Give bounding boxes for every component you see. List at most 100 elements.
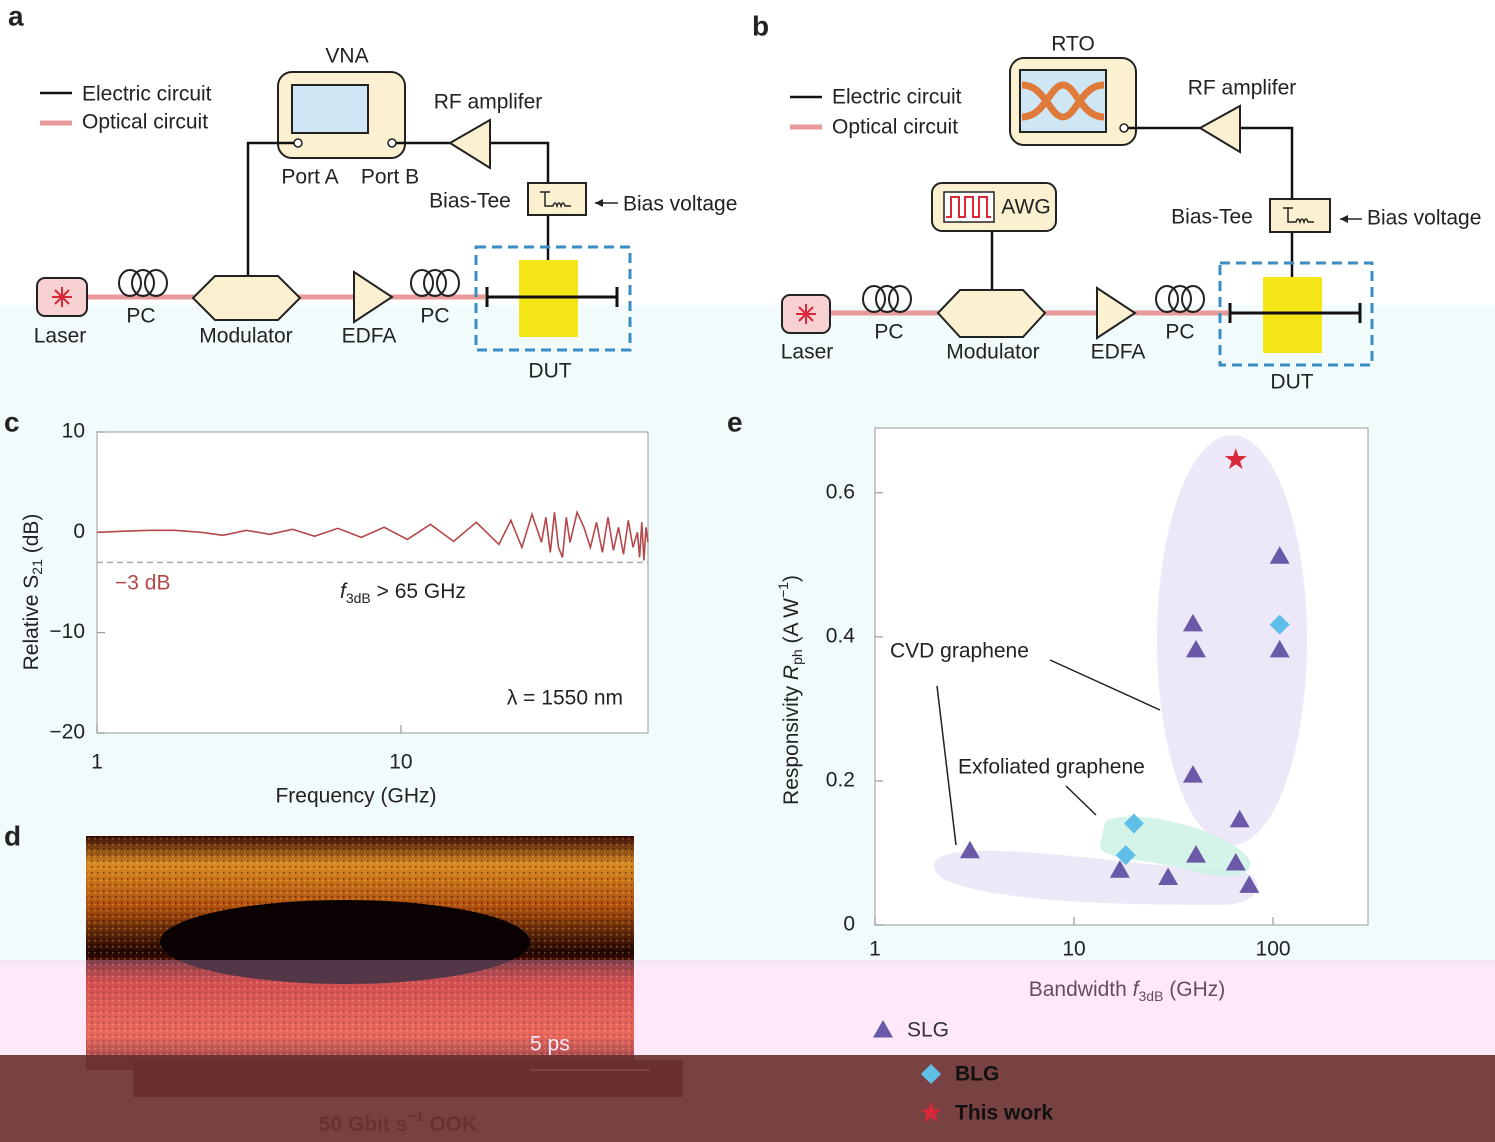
marker	[1225, 853, 1246, 871]
x-axis-label: Frequency (GHz)	[275, 785, 436, 808]
label: RTO	[1051, 33, 1095, 56]
plot-area	[96, 431, 649, 734]
caption-part: OOK	[424, 1113, 478, 1136]
reference-label: −3 dB	[115, 572, 170, 595]
panel-label: c	[4, 406, 20, 437]
marker	[1115, 845, 1136, 866]
marker	[1269, 639, 1290, 658]
marker	[1269, 546, 1290, 564]
annotation: f3dB > 65 GHz	[340, 580, 466, 606]
label: Modulator	[946, 341, 1039, 364]
label: RF amplifer	[434, 91, 543, 114]
marker	[1269, 614, 1290, 635]
label-part: (A W	[780, 598, 803, 650]
label-sup: −1	[775, 582, 791, 598]
bias-tee-symbol	[1283, 207, 1314, 225]
pc-coils	[862, 285, 912, 313]
legend-label: SLG	[907, 1019, 949, 1042]
label: PC	[420, 305, 449, 328]
screen	[291, 84, 369, 134]
label: Modulator	[199, 325, 292, 348]
annotation-sub: 3dB	[346, 590, 371, 606]
label-sub: 3dB	[1139, 988, 1164, 1004]
legend-label: Electric circuit	[832, 86, 962, 109]
label-part: (GHz)	[1163, 978, 1225, 1001]
legend-label: Optical circuit	[832, 116, 958, 139]
label: RF amplifer	[1188, 77, 1297, 100]
y-tick-label: 0	[73, 520, 85, 543]
leader-line	[1049, 659, 1161, 711]
legend-label: This work	[955, 1102, 1053, 1125]
cvd-region	[933, 850, 1258, 905]
label-part: Bandwidth	[1029, 978, 1133, 1001]
label: EDFA	[342, 325, 397, 348]
x-tick-label: 1	[91, 751, 103, 774]
edfa	[353, 270, 394, 324]
amplifier	[1197, 104, 1241, 154]
marker	[1185, 845, 1206, 863]
panel-label: b	[752, 10, 769, 41]
cvd-region	[1157, 435, 1307, 845]
label-sub: 21	[29, 559, 45, 575]
annotation-text: > 65 GHz	[371, 580, 466, 603]
label: Laser	[781, 341, 834, 364]
screen	[1019, 69, 1107, 133]
label: Bias voltage	[623, 193, 737, 216]
marker	[1109, 860, 1130, 878]
label-part: Responsivity	[780, 680, 803, 805]
y-tick-label: 0.4	[826, 624, 856, 647]
y-axis-label: Responsivity Rph (A W−1)	[775, 575, 805, 805]
caption: 50 Gbit s−1 OOK	[319, 1108, 477, 1136]
label: AWG	[1001, 196, 1050, 219]
label: Bias-Tee	[1171, 206, 1253, 229]
legend-label: Optical circuit	[82, 111, 208, 134]
exfoliated-region	[1100, 816, 1251, 877]
label: Bias voltage	[1367, 207, 1481, 230]
marker	[959, 840, 980, 859]
legend-label: BLG	[955, 1063, 999, 1086]
marker	[1224, 448, 1247, 469]
marker	[1123, 813, 1144, 834]
wire	[490, 141, 550, 183]
x-axis-label: Bandwidth f3dB (GHz)	[1029, 978, 1226, 1004]
label: Bias-Tee	[429, 190, 511, 213]
eye-opening	[160, 900, 530, 984]
port	[1119, 123, 1129, 133]
label-var: f	[1133, 978, 1141, 1001]
waveguide	[485, 287, 619, 307]
label: DUT	[1270, 371, 1313, 394]
arrow-head	[1340, 215, 1348, 223]
wire	[246, 141, 298, 276]
waveform	[946, 196, 991, 218]
panel-a: a Electric circuit Optical circuit VNA P…	[8, 0, 737, 382]
panel-d: d 5 ps 50 Gbit s−1 OOK	[4, 820, 683, 1136]
eye-icon	[1021, 81, 1105, 121]
y-tick-label: 10	[62, 420, 85, 443]
arrow-head	[595, 199, 603, 207]
label: PC	[126, 305, 155, 328]
label: EDFA	[1091, 341, 1146, 364]
panel-label: e	[727, 406, 743, 437]
annotation: Exfoliated graphene	[958, 756, 1145, 779]
wire	[1240, 126, 1294, 199]
marker	[1182, 765, 1203, 783]
label-part: Relative S	[20, 575, 43, 671]
legend-marker	[921, 1064, 941, 1084]
pc-coils	[410, 269, 460, 297]
bias-tee	[1269, 198, 1331, 233]
label-part: )	[780, 575, 803, 582]
panel-label: a	[8, 0, 24, 31]
annotation: CVD graphene	[890, 640, 1029, 663]
dut-chip	[1263, 277, 1322, 353]
marker	[1185, 639, 1206, 658]
y-tick-label: 0.6	[826, 480, 855, 503]
label-part: (dB)	[20, 514, 43, 560]
y-tick-label: 0	[843, 913, 855, 936]
leader-line	[936, 685, 957, 846]
legend-marker	[873, 1020, 893, 1038]
modulator	[191, 275, 302, 321]
marker	[1229, 809, 1250, 828]
port	[387, 138, 397, 148]
scale-label: 5 ps	[530, 1033, 570, 1056]
label: PC	[1165, 321, 1194, 344]
